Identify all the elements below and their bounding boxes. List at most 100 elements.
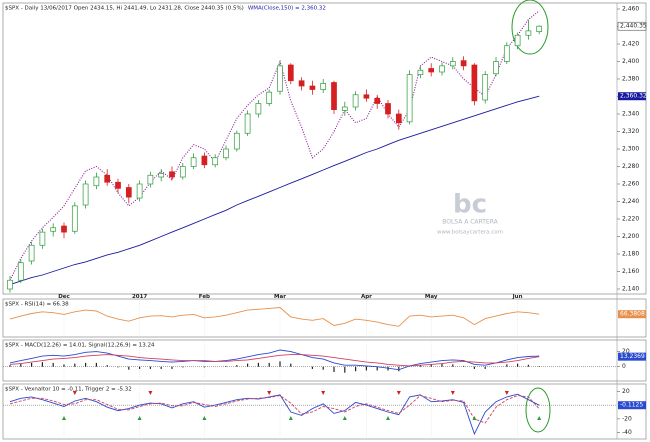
candle-body: [244, 113, 251, 134]
candle-body: [417, 69, 424, 75]
y-tick-label: 2,300: [622, 146, 639, 153]
y-tick-label: 2,400: [622, 58, 639, 65]
candle-body: [460, 60, 467, 67]
candle-body: [536, 25, 543, 32]
panel-title: $SPX - Vexnaltor 10 = -0.11, Trigger 2 =…: [5, 387, 132, 393]
legend-entry: WMA(Close,150) = 2,360.32: [248, 6, 326, 12]
vexnaltor-panel: [2, 383, 647, 440]
y-tick-label: 2,140: [622, 286, 639, 293]
candle-body: [190, 157, 197, 167]
candle-body: [93, 176, 100, 187]
series-line: [9, 395, 540, 424]
value-marker: [618, 310, 646, 319]
candle-body: [482, 74, 489, 101]
watermark-logo: bc: [453, 190, 487, 220]
sell-arrow: [267, 391, 272, 395]
candle-body: [233, 132, 240, 150]
candle-body: [439, 65, 445, 73]
series-line: [9, 349, 540, 371]
buy-arrow: [386, 416, 390, 420]
buy-arrow: [472, 416, 477, 420]
y-tick-label: 2,240: [622, 198, 639, 205]
last-price-label: 2,440.35: [620, 23, 647, 30]
candle-body: [147, 174, 154, 185]
candle-body: [7, 279, 13, 290]
series-line: [9, 307, 540, 327]
candle-body: [28, 244, 35, 262]
y-tick-label: 2,380: [622, 76, 639, 83]
y-tick-label: 20: [622, 388, 630, 395]
candle-body: [82, 183, 89, 206]
value-marker: [618, 92, 646, 101]
value-marker: [618, 352, 646, 361]
buy-arrow: [537, 416, 542, 420]
value-marker: [618, 401, 646, 410]
candle-body: [309, 85, 316, 90]
candle-body: [158, 173, 165, 178]
candle-body: [385, 103, 391, 115]
sell-arrow: [321, 391, 326, 395]
highlight-circle: [511, 0, 549, 55]
panel-title: $SPX - RSI(14) = 66.38: [5, 302, 69, 308]
series-line: [9, 354, 540, 367]
candle-body: [471, 64, 478, 102]
y-tick-label: -20: [622, 415, 632, 422]
sell-arrow: [450, 391, 455, 395]
candle-body: [266, 91, 273, 104]
value-marker-label: 2,360.32: [620, 93, 647, 100]
sell-arrow: [396, 391, 401, 395]
series-line: [9, 393, 540, 436]
candle-body: [223, 148, 229, 159]
y-tick-label: 2,220: [622, 216, 639, 223]
candle-body: [61, 225, 67, 233]
y-tick-label: 2,260: [622, 181, 639, 188]
y-tick-label: 2,160: [622, 268, 639, 275]
sell-arrow: [72, 391, 77, 395]
candle-body: [298, 80, 305, 87]
y-tick-label: 2,460: [622, 6, 639, 13]
candle-body: [406, 74, 413, 123]
y-tick-label: 20: [622, 348, 630, 355]
last-price-marker: [617, 21, 647, 31]
buy-arrow: [202, 416, 207, 420]
watermark-name: BOLSA A CARTERA: [442, 219, 498, 226]
candle-body: [363, 94, 370, 99]
candle-body: [125, 187, 132, 198]
buy-arrow: [62, 416, 66, 420]
candle-body: [287, 64, 294, 82]
y-tick-label: -40: [622, 429, 632, 436]
candle-body: [374, 97, 381, 104]
series-line: [9, 95, 540, 286]
x-tick-label: Jun: [512, 294, 523, 300]
x-tick-label: May: [425, 294, 438, 300]
candle-body: [255, 103, 262, 115]
x-tick-label: Mar: [274, 294, 286, 300]
candle-body: [341, 106, 348, 111]
candle-body: [503, 45, 510, 62]
y-tick-label: 2,320: [622, 128, 639, 135]
sell-arrow: [504, 391, 509, 395]
candle-body: [212, 157, 219, 166]
price-panel: [2, 2, 647, 295]
buy-arrow: [342, 416, 347, 420]
sell-arrow: [148, 391, 153, 395]
y-tick-label: 2,340: [622, 111, 639, 118]
candle-body: [493, 61, 499, 75]
x-tick-label: Apr: [361, 294, 372, 300]
candle-body: [514, 34, 521, 47]
candle-body: [277, 65, 283, 92]
value-marker-label: -0.1125: [620, 402, 643, 409]
y-tick-label: 0: [622, 363, 626, 370]
candle-body: [71, 205, 78, 232]
candle-body: [331, 82, 337, 110]
highlight-circle: [525, 387, 551, 433]
candle-body: [115, 181, 121, 189]
candle-body: [136, 183, 143, 199]
panel-title: $SPX - Daily 13/06/2017 Open 2434.15, Hi…: [5, 6, 244, 12]
candle-body: [201, 155, 208, 166]
candle-body: [449, 61, 456, 67]
candle-body: [179, 166, 186, 178]
x-tick-label: Dec: [58, 294, 70, 300]
